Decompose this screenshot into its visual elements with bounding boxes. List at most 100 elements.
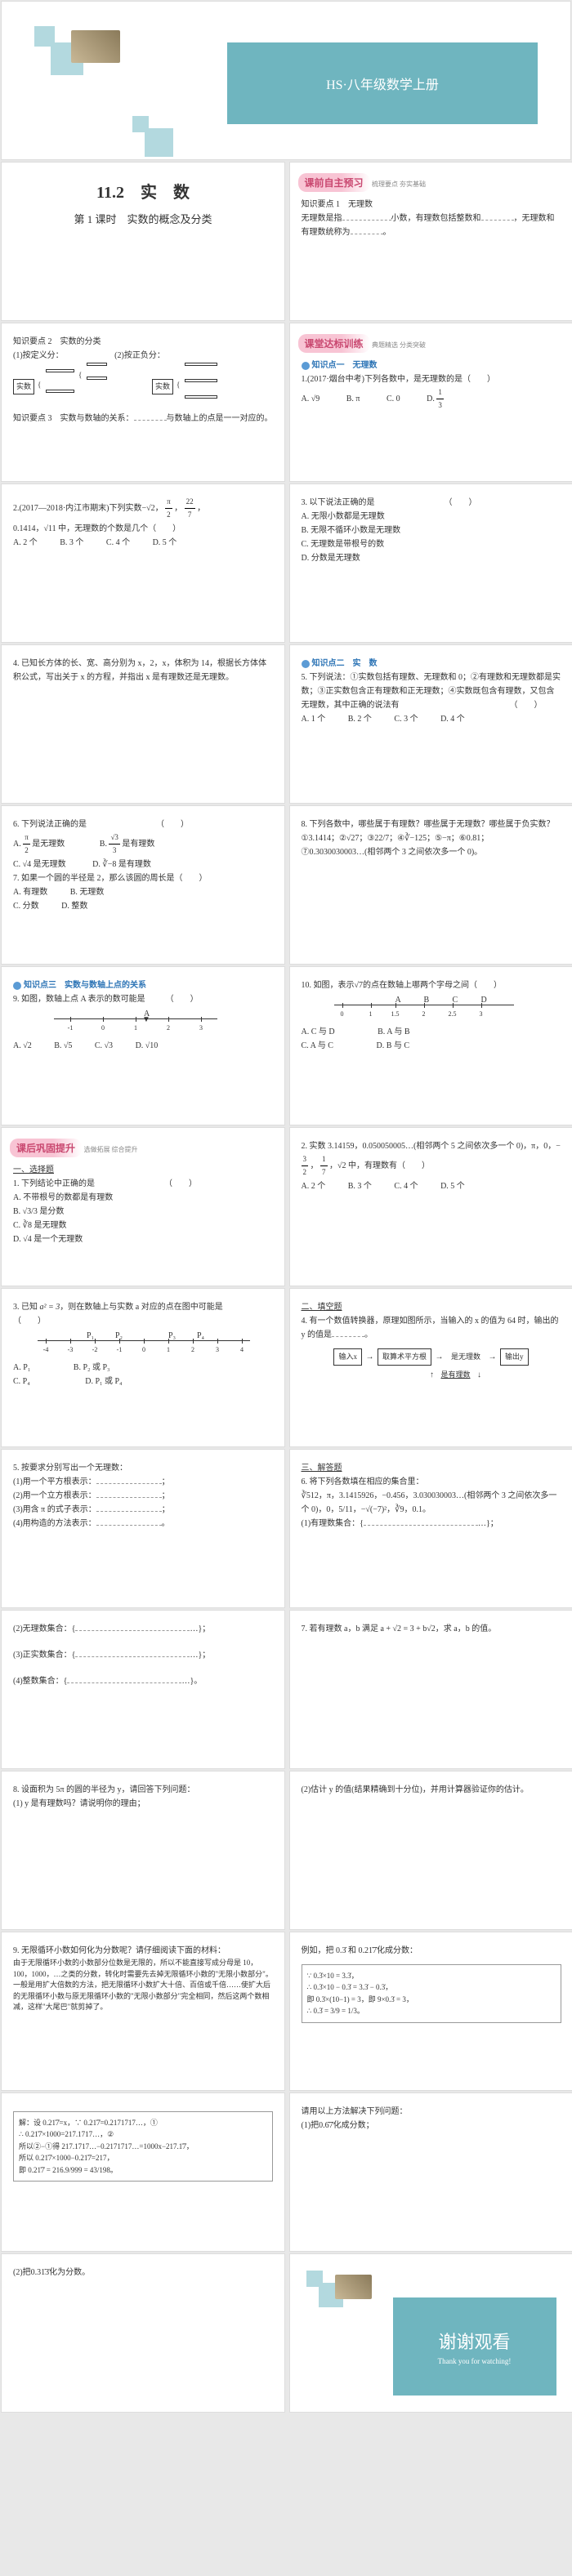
slide-preview: 课前自主预习 梳理要点 夯实基础 知识要点 1 无理数 无理数是指小数，有理数包… [289, 162, 572, 321]
kp2-label: 知识要点 2 实数的分类 [13, 335, 273, 349]
thanks-sub: Thank you for watching! [438, 2357, 512, 2365]
q2a: 2.(2017—2018·内江市期末)下列实数−√2， [13, 504, 163, 513]
cover-slide: HS·八年级数学上册 [1, 1, 571, 160]
sol1: 解：设 0.21̇7̇=x，∵ 0.21̇7̇=0.2171717…，① [19, 2117, 267, 2128]
qb: B. A 与 B [378, 1027, 409, 1036]
qb: B. 3 个 [60, 538, 83, 547]
number-line: A B C D 0 1 1.5 2 2.5 3 [334, 1005, 514, 1021]
deco-image [335, 2275, 372, 2299]
q2b: ， [311, 1161, 319, 1170]
qa: A. 1 个 [302, 715, 326, 724]
section: 三、解答题 [302, 1461, 561, 1475]
frac-d: 3 [436, 399, 444, 412]
kp3-text-b: 与数轴上的点是一一对应的。 [167, 414, 273, 423]
b_a: B. [100, 840, 107, 849]
q2c: ，√2 中，有理数有（ ） [329, 1161, 430, 1170]
qc: C. 分数 [13, 902, 39, 911]
lesson-title: 第 1 课时 实数的概念及分类 [10, 211, 276, 226]
q7: 7. 若有理数 a，b 满足 a + √2 = 3 + b√2，求 a，b 的值… [302, 1622, 561, 1636]
q6: 6. 下列说法正确的是 （ ） [13, 818, 273, 831]
exl2: ∴ 0.3̇×10 − 0.3̇ = 3.3̇ − 0.3̇， [307, 1981, 556, 1993]
tick-0: -1 [68, 1023, 74, 1034]
qd: D. 4 个 [440, 715, 465, 724]
i1: (1)用一个平方根表示： [13, 1477, 96, 1486]
b2: …}； [190, 1624, 210, 1633]
slide-e-q5: 5. 按要求分别写出一个无理数： (1)用一个平方根表示：； (2)用一个立方根… [1, 1449, 285, 1608]
b2: ； [162, 1491, 170, 1500]
slide-q8: 8. 下列各数中，哪些属于有理数？哪些属于无理数？哪些属于负实数？ ①3.141… [289, 805, 572, 965]
slide-q9: 知识点三 实数与数轴上点的关系 9. 如图，数轴上点 A 表示的数可能是 （ ）… [1, 966, 285, 1125]
kp3: 知识要点 3 实数与数轴的关系：与数轴上的点是一一对应的。 [13, 412, 273, 426]
q4: 4. 有一个数值转换器，原理如图所示，当输入的 x 的值为 64 时，输出的 y… [302, 1314, 561, 1342]
slide-e-q8-2: (2)估计 y 的值(结果精确到十分位)，并用计算器验证你的估计。 [289, 1771, 572, 1930]
qc: C. 4 个 [106, 538, 130, 547]
thanks-main: 谢谢观看 [438, 2328, 510, 2354]
qd: D. 5 个 [440, 1182, 465, 1191]
p4: P₄ [197, 1329, 204, 1343]
cover-title: HS·八年级数学上册 [326, 74, 439, 93]
t3: -1 [117, 1344, 123, 1356]
solution-box: 解：设 0.21̇7̇=x，∵ 0.21̇7̇=0.2171717…，① ∴ 0… [13, 2111, 273, 2182]
kp1-text-b: 小数，有理数包括整数和 [391, 214, 481, 223]
q3b: a² = 3 [40, 1303, 60, 1312]
q8: 8. 下列各数中，哪些属于有理数？哪些属于无理数？哪些属于负实数？ [302, 818, 561, 831]
c: C. √4 是无理数 [13, 860, 66, 869]
t4: 2.5 [449, 1009, 457, 1020]
sol2: ∴ 0.21̇7̇×1000=217.1717…，② [19, 2128, 267, 2140]
solution-box: ∵ 0.3̇×10 = 3.3̇， ∴ 0.3̇×10 − 0.3̇ = 3.3… [302, 1964, 561, 2023]
q1: 1.(2017·烟台中考)下列各数中，是无理数的是（ ） [302, 372, 561, 386]
section-header: 课堂达标训练 [298, 334, 370, 353]
bn: √3 [109, 831, 119, 845]
ex_t: 例如，把 0.3̇ 和 0.21̇7̇化成分数： [302, 1944, 561, 1958]
section: 二、填空题 [302, 1300, 561, 1314]
t2: -2 [92, 1344, 98, 1356]
exl3: 即 0.3̇×(10−1) = 3，即 9×0.3̇ = 3， [307, 1994, 556, 2005]
q6: 6. 将下列各数填在相应的集合里： [302, 1475, 561, 1489]
tick-4: 3 [199, 1023, 203, 1034]
slide-e-q9: 9. 无限循环小数如何化为分数呢？请仔细阅读下面的材料： 由于无限循环小数的小数… [1, 1932, 285, 2091]
f2d: 7 [185, 509, 195, 521]
t2: 1.5 [391, 1009, 400, 1020]
flow-out: 输出y [500, 1348, 529, 1366]
q3: 3. 已知 a² = 3，则在数轴上与实数 a 对应的点在图中可能是 （ ） [13, 1300, 273, 1328]
slide-q2: 2.(2017—2018·内江市期末)下列实数−√2， π2 ， 227 ， 0… [1, 484, 285, 643]
f1d: 2 [165, 509, 172, 521]
q2c: ， [197, 504, 205, 513]
qa: A. 有理数 [13, 888, 47, 897]
q8: 8. 设面积为 5π 的圆的半径为 y，请回答下列问题： [13, 1783, 273, 1797]
t1: 1 [369, 1009, 373, 1020]
qa: A. √2 [13, 1041, 32, 1050]
i1: (1)把0.6̇7̇化成分数； [302, 2119, 561, 2133]
p1: P₁ [87, 1329, 94, 1343]
qc: C. A 与 C [302, 1041, 333, 1050]
q2: 2.(2017—2018·内江市期末)下列实数−√2， π2 ， 227 ， [13, 496, 273, 522]
section-sub: 典题精选 分类突破 [372, 341, 426, 349]
q1b: B. π [346, 394, 360, 403]
t5: 3 [480, 1009, 483, 1020]
q4: 4. 已知长方体的长、宽、高分别为 x，2，x，体积为 14，根据长方体体积公式… [13, 657, 273, 684]
section-sub: 选做拓展 综合提升 [84, 1146, 138, 1153]
lbl-C: C [453, 993, 458, 1007]
sol4: 所以 0.21̇7̇×1000−0.21̇7̇=217， [19, 2152, 267, 2164]
t8: 4 [240, 1344, 244, 1356]
kp1-body: 无理数是指小数，有理数包括整数和，无理数和有理数统称为。 [302, 212, 561, 239]
f2d: 7 [320, 1166, 328, 1179]
qb: B. 3 个 [348, 1182, 372, 1191]
flow-op: 取算术平方根 [378, 1348, 431, 1366]
slide-e-q6: 三、解答题 6. 将下列各数填在相应的集合里： ∛512，π，3.1415926… [289, 1449, 572, 1608]
flow-diagram: 输入x → 取算术平方根 → 是无理数 → 输出y ↑ 是有理数 ↓ [302, 1348, 561, 1384]
slide-e-q4: 二、填空题 4. 有一个数值转换器，原理如图所示，当输入的 x 的值为 64 时… [289, 1288, 572, 1447]
q5: 5. 按要求分别写出一个无理数： [13, 1461, 273, 1475]
t7: 3 [216, 1344, 219, 1356]
q9body: 由于无限循环小数的小数部分位数是无限的，所以不能直接写成分母是 10，100，1… [13, 1958, 273, 2013]
b_b: 是有理数 [122, 840, 154, 849]
qd: D. √10 [136, 1041, 159, 1050]
a: A. 不带根号的数都是有理数 [13, 1191, 273, 1205]
deco-image [71, 30, 120, 63]
slide-e-q8-1: 8. 设面积为 5π 的圆的半径为 y，请回答下列问题： (1) y 是有理数吗… [1, 1771, 285, 1930]
qb: B. √5 [54, 1041, 72, 1050]
qc: C. P₄ [13, 1377, 30, 1386]
slide-q10: 10. 如图，表示√7的点在数轴上哪两个字母之间（ ） A B C D 0 1 … [289, 966, 572, 1125]
d: D. √4 是一个无理数 [13, 1232, 273, 1246]
q8i1: (1) y 是有理数吗？请说明你的理由； [13, 1797, 273, 1811]
